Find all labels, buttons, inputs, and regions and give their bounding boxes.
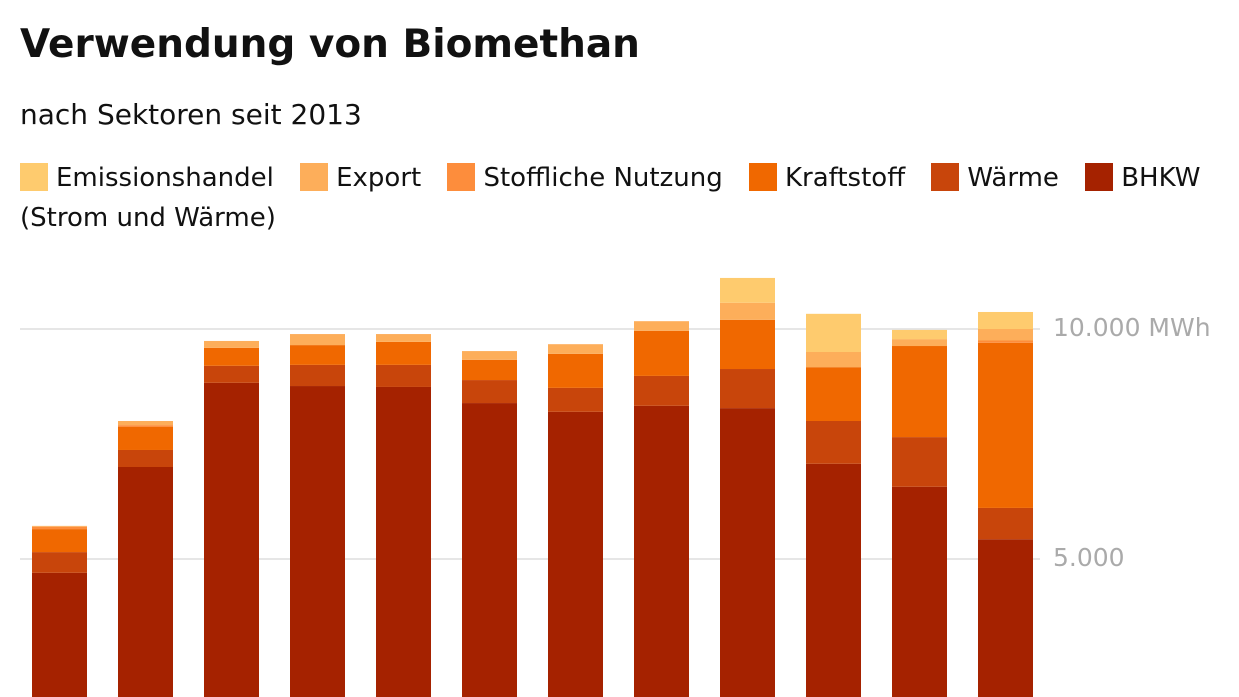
bar-segment xyxy=(720,302,775,320)
bar-segment xyxy=(204,382,259,697)
bar-segment xyxy=(634,321,689,331)
bar-segment xyxy=(290,386,345,697)
legend-item: Emissionshandel xyxy=(20,163,274,193)
bar-segment xyxy=(376,364,431,387)
bar-segment xyxy=(634,405,689,697)
bar-segment xyxy=(290,345,345,365)
bar-segment xyxy=(118,449,173,467)
legend-label: BHKW (Strom und Wärme) xyxy=(20,163,1201,233)
legend-label: Kraftstoff xyxy=(784,163,906,193)
legend-item: Kraftstoff xyxy=(748,163,906,193)
legend-swatch xyxy=(1085,163,1114,191)
bar-segment xyxy=(806,463,861,697)
chart-subtitle: nach Sektoren seit 2013 xyxy=(20,98,362,131)
bar-segment xyxy=(720,408,775,697)
bar-segment xyxy=(548,344,603,354)
legend-item: BHKW (Strom und Wärme) xyxy=(20,163,1200,233)
bar-segment xyxy=(204,365,259,383)
bar-segment xyxy=(32,572,87,697)
chart-title: Verwendung von Biomethan xyxy=(20,22,640,67)
bar-segment xyxy=(978,329,1033,341)
bar-segment xyxy=(978,311,1033,329)
bar-segment xyxy=(32,529,87,553)
bar-segment xyxy=(978,507,1033,540)
bar-segment xyxy=(376,341,431,365)
y-tick-label: 10.000 MWh xyxy=(1053,313,1211,342)
bar-segment xyxy=(376,386,431,697)
bar-segment xyxy=(892,437,947,487)
bar-segment xyxy=(32,552,87,573)
bar-segment xyxy=(892,346,947,438)
bar-segment xyxy=(462,351,517,360)
bar-segment xyxy=(892,486,947,697)
bar-segment xyxy=(204,347,259,366)
legend-swatch xyxy=(748,163,777,191)
bar-segment xyxy=(634,330,689,376)
bar-segment xyxy=(376,334,431,342)
bar-segment xyxy=(462,359,517,381)
bar-segment xyxy=(290,364,345,387)
bar-segment xyxy=(978,340,1033,343)
bar-segment xyxy=(720,319,775,370)
bar-segment xyxy=(806,421,861,464)
legend-item: Wärme xyxy=(931,163,1059,193)
legend-label: Stoffliche Nutzung xyxy=(483,163,723,193)
bar-segment xyxy=(978,539,1033,697)
legend-label: Emissionshandel xyxy=(56,163,274,193)
bar-segment xyxy=(32,526,87,530)
bar-segment xyxy=(548,353,603,388)
legend-swatch xyxy=(20,163,48,191)
bar-segment xyxy=(118,421,173,426)
bar-segment xyxy=(118,426,173,450)
legend-item: Export xyxy=(300,163,421,193)
bar-segment xyxy=(806,367,861,421)
bar-segment xyxy=(720,277,775,303)
legend-label: Export xyxy=(336,163,422,193)
bar-segment xyxy=(118,467,173,697)
bar-segment xyxy=(32,525,87,527)
legend-item: Stoffliche Nutzung xyxy=(447,163,723,193)
bar-segment xyxy=(806,313,861,352)
bar-segment xyxy=(290,334,345,346)
bar-segment xyxy=(462,403,517,697)
bar-segment xyxy=(462,380,517,404)
bar-segment xyxy=(892,339,947,347)
bar-segment xyxy=(204,340,259,348)
legend-swatch xyxy=(447,163,476,191)
bar-segment xyxy=(548,411,603,697)
bar-segment xyxy=(548,387,603,412)
bar-segment xyxy=(720,369,775,409)
bar-segment xyxy=(634,375,689,406)
bar-segment xyxy=(978,342,1033,508)
bar-segment xyxy=(892,329,947,340)
legend: Emissionshandel Export Stoffliche Nutzun… xyxy=(20,158,1230,238)
y-tick-label: 5.000 xyxy=(1053,543,1125,572)
bar-segment xyxy=(118,425,173,427)
legend-swatch xyxy=(300,163,329,191)
bar-segment xyxy=(806,352,861,368)
legend-swatch xyxy=(931,163,960,191)
legend-label: Wärme xyxy=(967,163,1059,193)
